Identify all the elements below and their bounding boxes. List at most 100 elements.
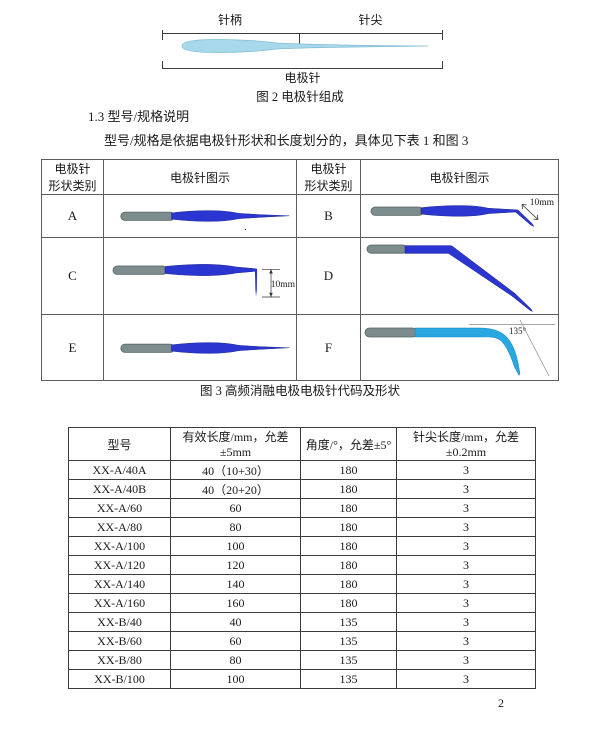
needle-body-shape <box>404 245 534 313</box>
cell-length: 100 <box>170 536 301 556</box>
col-header-category: 电极针 形状类别 <box>296 159 361 195</box>
needle-body-shape <box>420 205 535 228</box>
cell-angle: 135 <box>300 631 397 651</box>
cell-length: 40 <box>170 612 301 632</box>
tick-mark <box>162 30 163 40</box>
col-header-illustration: 电极针图示 <box>360 159 559 195</box>
illustration-cell-c: 10mm <box>103 237 297 315</box>
dimension-label-10mm-b: 10mm <box>529 198 554 208</box>
cell-tip: 3 <box>396 574 536 594</box>
needle-type-c-illustration <box>112 264 280 298</box>
spec-header-model: 型号 <box>68 427 171 461</box>
cell-model: XX-A/140 <box>68 574 171 594</box>
dimension-line-top <box>162 33 443 34</box>
fig2-needle-shape <box>181 39 429 53</box>
cell-model: XX-A/60 <box>68 498 171 518</box>
needle-body-shape <box>171 210 290 222</box>
table-row: E F 135° <box>41 314 559 381</box>
needle-handle-label: 针柄 <box>217 13 242 27</box>
table-row: 型号 有效长度/mm，允差±5mm 角度/°，允差±5° 针尖长度/mm，允差±… <box>68 427 536 461</box>
needle-handle-shape <box>120 211 175 221</box>
dimension-arrow <box>521 204 539 220</box>
cell-length: 120 <box>170 555 301 575</box>
figure3-shape-table: 电极针 形状类别 电极针图示 电极针 形状类别 电极针图示 A . B <box>41 159 559 381</box>
category-cell-c: C <box>41 237 104 315</box>
angle-label-135: 135° <box>509 326 527 336</box>
illustration-cell-e <box>103 314 297 381</box>
needle-handle-shape <box>364 327 418 338</box>
electrode-needle-label: 电极针 <box>284 71 321 85</box>
tick-mark <box>442 30 443 40</box>
needle-handle-shape <box>112 265 168 275</box>
category-cell-a: A <box>41 194 104 238</box>
table-row: XX-A/140 140 180 3 <box>68 574 536 594</box>
cell-tip: 3 <box>396 612 536 632</box>
needle-body-shape <box>171 342 290 354</box>
dimension-label-10mm-c: 10mm <box>270 280 295 290</box>
cell-length: 40（20+20） <box>170 479 301 499</box>
cell-angle: 180 <box>300 479 397 499</box>
cell-angle: 180 <box>300 536 397 556</box>
table-row: XX-A/160 160 180 3 <box>68 593 536 613</box>
table-row: 电极针 形状类别 电极针图示 电极针 形状类别 电极针图示 <box>41 159 559 195</box>
needle-body-shape <box>414 327 521 377</box>
figure2-caption: 图 2 电极针组成 <box>256 90 344 104</box>
section-body-text: 型号/规格是依据电极针形状和长度划分的，具体见下表 1 和图 3 <box>104 133 469 148</box>
cell-tip: 3 <box>396 460 536 480</box>
category-cell-b: B <box>296 194 361 238</box>
cell-model: XX-B/80 <box>68 650 171 670</box>
cell-angle: 135 <box>300 612 397 632</box>
cell-length: 60 <box>170 631 301 651</box>
cell-length: 100 <box>170 669 301 689</box>
illustration-cell-b: 10mm <box>360 194 559 238</box>
cell-angle: 135 <box>300 669 397 689</box>
cell-angle: 180 <box>300 574 397 594</box>
cell-tip: 3 <box>396 555 536 575</box>
table-row: XX-B/60 60 135 3 <box>68 631 536 651</box>
cell-angle: 180 <box>300 593 397 613</box>
cell-angle: 180 <box>300 517 397 537</box>
table-row: XX-A/40B 40（20+20） 180 3 <box>68 479 536 499</box>
cell-model: XX-A/120 <box>68 555 171 575</box>
table-row: C 10mm D <box>41 237 559 315</box>
spec-header-length: 有效长度/mm，允差±5mm <box>170 427 301 461</box>
cell-tip: 3 <box>396 536 536 556</box>
figure3-caption: 图 3 高频消融电极电极针代码及形状 <box>199 384 400 398</box>
col-header-illustration: 电极针图示 <box>103 159 297 195</box>
col-header-category-line1: 电极针 <box>54 162 91 176</box>
col-header-category-line2: 形状类别 <box>48 179 97 193</box>
category-cell-d: D <box>296 237 361 315</box>
needle-handle-shape <box>120 343 175 353</box>
needle-tip-label: 针尖 <box>358 13 383 27</box>
table-row: XX-A/120 120 180 3 <box>68 555 536 575</box>
table-row: XX-A/40A 40（10+30） 180 3 <box>68 460 536 480</box>
cell-length: 140 <box>170 574 301 594</box>
dimension-line-bottom <box>162 68 443 69</box>
stray-dot: . <box>244 221 247 233</box>
cell-length: 80 <box>170 517 301 537</box>
needle-type-f-illustration <box>364 319 555 377</box>
cell-length: 160 <box>170 593 301 613</box>
cell-model: XX-B/100 <box>68 669 171 689</box>
table-row: XX-B/80 80 135 3 <box>68 650 536 670</box>
table-row: XX-A/60 60 180 3 <box>68 498 536 518</box>
illustration-cell-a: . <box>103 194 297 238</box>
illustration-cell-d <box>360 237 559 315</box>
cell-tip: 3 <box>396 593 536 613</box>
table-row: XX-B/100 100 135 3 <box>68 669 536 689</box>
col-header-category: 电极针 形状类别 <box>41 159 104 195</box>
cell-tip: 3 <box>396 669 536 689</box>
table-row: XX-A/100 100 180 3 <box>68 536 536 556</box>
cell-tip: 3 <box>396 631 536 651</box>
cell-tip: 3 <box>396 479 536 499</box>
needle-type-e-illustration <box>120 342 290 354</box>
table-row: XX-B/40 40 135 3 <box>68 612 536 632</box>
cell-angle: 135 <box>300 650 397 670</box>
tick-mark <box>299 33 300 44</box>
spec-table: 型号 有效长度/mm，允差±5mm 角度/°，允差±5° 针尖长度/mm，允差±… <box>68 427 536 689</box>
table-row: XX-A/80 80 180 3 <box>68 517 536 537</box>
cell-length: 40（10+30） <box>170 460 301 480</box>
angle-guide-line <box>519 319 550 377</box>
needle-type-a-illustration <box>120 210 290 222</box>
tick-mark <box>442 61 443 69</box>
